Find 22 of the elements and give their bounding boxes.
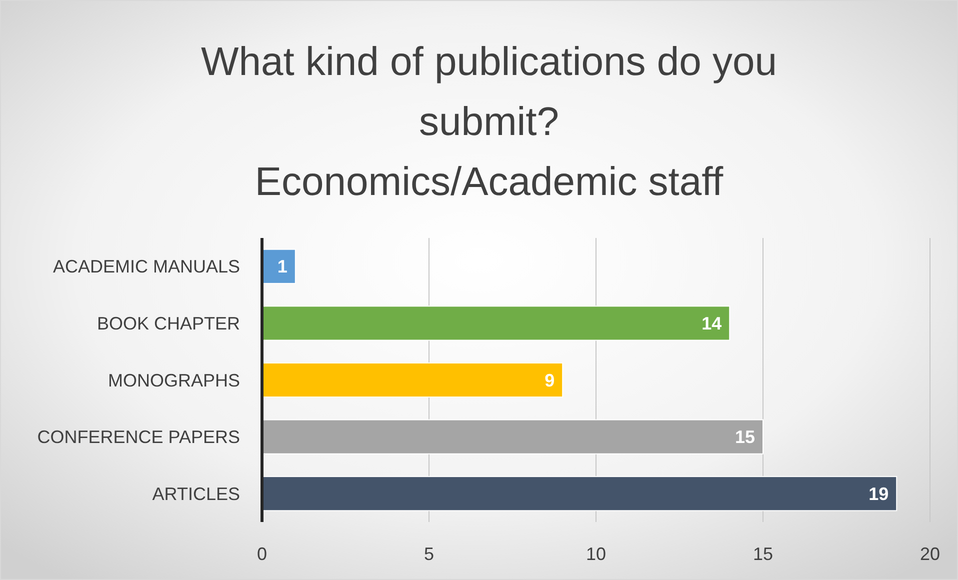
bar	[262, 476, 898, 512]
bar	[262, 419, 764, 454]
x-tick-label: 20	[920, 544, 940, 564]
x-tick-label: 10	[586, 544, 606, 564]
y-tick-label: MONOGRAPHS	[108, 370, 240, 390]
data-label: 9	[544, 370, 555, 390]
x-tick-label: 5	[424, 544, 434, 564]
data-label: 1	[277, 256, 288, 277]
data-label: 19	[868, 484, 889, 504]
data-label: 14	[702, 314, 722, 334]
bar	[262, 248, 296, 284]
bar	[262, 306, 730, 341]
bar	[262, 362, 564, 398]
y-tick-label: BOOK CHAPTER	[96, 314, 240, 334]
y-tick-label: ACADEMIC MANUALS	[52, 256, 240, 277]
x-tick-label: 15	[752, 544, 774, 564]
x-tick-label: 0	[256, 544, 268, 564]
y-tick-label: CONFERENCE PAPERS	[37, 427, 240, 448]
chart-title: What kind of publications do you submit?	[201, 40, 777, 144]
y-tick-label: ARTICLES	[152, 484, 240, 504]
chart-subtitle: Economics/Academic staff	[254, 160, 724, 204]
data-label: 15	[734, 427, 755, 448]
